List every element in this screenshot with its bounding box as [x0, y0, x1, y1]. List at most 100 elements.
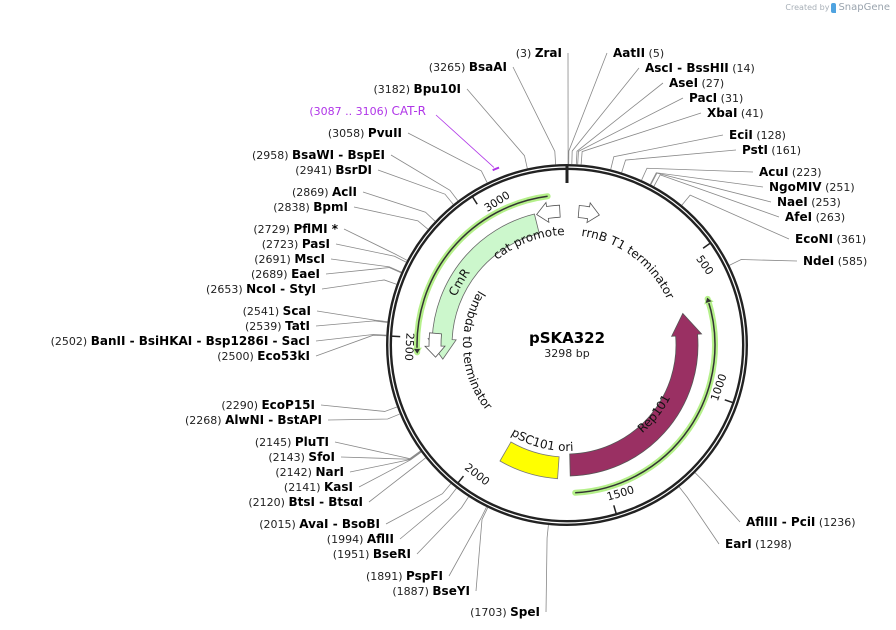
enzyme-label[interactable]: EcoNI (361): [795, 232, 866, 246]
enzyme-position: (41): [737, 107, 763, 120]
snapgene-credit: Created by SnapGene: [785, 2, 890, 13]
enzyme-leader-line: [340, 451, 421, 460]
tick-mark: [613, 505, 618, 515]
tick-mark: [702, 242, 711, 249]
enzyme-label[interactable]: (1951) BseRI: [333, 547, 411, 561]
enzyme-leader-line: [327, 413, 400, 421]
enzyme-position: (263): [812, 211, 845, 224]
enzyme-leader-line: [315, 320, 388, 327]
enzyme-leader-line: [577, 97, 684, 165]
enzyme-name: AscI - BssHII: [645, 61, 729, 75]
enzyme-name: PspFI: [406, 569, 443, 583]
enzyme-label[interactable]: (2723) PasI: [262, 237, 330, 251]
enzyme-label[interactable]: (2941) BsrDI: [295, 163, 372, 177]
enzyme-label[interactable]: (2838) BpmI: [273, 200, 348, 214]
enzyme-leader-line: [320, 404, 398, 412]
enzyme-leader-line: [390, 154, 459, 201]
enzyme-label[interactable]: (1994) AflII: [327, 532, 394, 546]
enzyme-leader-line: [568, 52, 608, 165]
enzyme-label[interactable]: (1887) BseYI: [392, 584, 470, 598]
rep101-feature: [569, 312, 703, 477]
enzyme-label[interactable]: (2729) PflMI *: [253, 222, 338, 236]
enzyme-leader-line: [694, 472, 741, 523]
enzyme-label[interactable]: NaeI (253): [777, 195, 841, 209]
enzyme-position: (2268): [185, 414, 225, 427]
lambda-t0-terminator-label-text: lambda t0 terminator: [460, 288, 495, 412]
enzyme-label[interactable]: (2143) SfoI: [268, 450, 335, 464]
enzyme-leader-line: [641, 167, 754, 181]
enzyme-leader-line: [649, 172, 764, 188]
enzyme-label[interactable]: (2689) EaeI: [251, 267, 320, 281]
enzyme-position: (2838): [273, 201, 313, 214]
enzyme-position: (2689): [251, 268, 291, 281]
enzyme-label[interactable]: (2958) BsaWI - BspEI: [252, 148, 385, 162]
enzyme-label[interactable]: (1703) SpeI: [470, 605, 540, 619]
cmr-translation-line: [416, 195, 548, 353]
enzyme-label[interactable]: (2120) BtsI - BtsαI: [248, 495, 363, 509]
enzyme-label[interactable]: (2691) MscI: [254, 252, 325, 266]
enzyme-name: Eco53kI: [257, 349, 310, 363]
enzyme-label[interactable]: (3182) Bpu10I: [373, 82, 461, 96]
enzyme-position: (2541): [243, 305, 283, 318]
enzyme-leader-line: [580, 112, 702, 165]
enzyme-label[interactable]: (2015) AvaI - BsoBI: [259, 517, 380, 531]
enzyme-label[interactable]: (2141) KasI: [284, 480, 353, 494]
enzyme-leader-line: [407, 132, 488, 183]
enzyme-label[interactable]: (2268) AlwNI - BstAPI: [185, 413, 322, 427]
enzyme-name: PacI: [689, 91, 717, 105]
enzyme-label[interactable]: PstI (161): [742, 143, 801, 157]
enzyme-position: (2941): [295, 164, 335, 177]
enzyme-leader-line: [325, 267, 402, 275]
enzyme-name: EarI: [725, 537, 752, 551]
enzyme-leader-line: [330, 258, 402, 273]
enzyme-label[interactable]: (2142) NarI: [275, 465, 344, 479]
cat-r-primer-mark: [492, 166, 500, 172]
enzyme-position: (3265): [429, 61, 469, 74]
enzyme-label[interactable]: EciI (128): [729, 128, 786, 142]
enzyme-name: NarI: [315, 465, 344, 479]
enzyme-leader-line: [385, 483, 452, 525]
enzyme-label[interactable]: XbaI (41): [707, 106, 763, 120]
enzyme-label[interactable]: (2502) BanII - BsiHKAI - Bsp1286I - SacI: [51, 334, 310, 348]
enzyme-name: EcoNI: [795, 232, 833, 246]
enzyme-label[interactable]: AatII (5): [613, 46, 664, 60]
enzyme-label[interactable]: (2290) EcoP15I: [221, 398, 315, 412]
rrnb-t1-terminator-label: rrnB T1 terminator: [581, 225, 678, 301]
enzyme-label[interactable]: (2653) NcoI - StyI: [206, 282, 316, 296]
enzyme-label[interactable]: (3) ZraI: [516, 46, 562, 60]
enzyme-label[interactable]: AfeI (263): [785, 210, 845, 224]
enzyme-label[interactable]: PacI (31): [689, 91, 743, 105]
enzyme-label[interactable]: AscI - BssHII (14): [645, 61, 755, 75]
enzyme-position: (223): [788, 166, 821, 179]
enzyme-label[interactable]: NdeI (585): [803, 254, 867, 268]
enzyme-label[interactable]: (3265) BsaAI: [429, 60, 507, 74]
enzyme-name: AcuI: [759, 165, 788, 179]
tick-mark: [471, 196, 478, 205]
enzyme-name: NaeI: [777, 195, 808, 209]
enzyme-leader-line: [678, 486, 720, 545]
enzyme-position: (2502): [51, 335, 91, 348]
enzyme-label[interactable]: EarI (1298): [725, 537, 792, 551]
enzyme-label[interactable]: (3058) PvuII: [328, 126, 402, 140]
enzyme-label[interactable]: AseI (27): [669, 76, 724, 90]
enzyme-label[interactable]: AflIII - PciI (1236): [746, 515, 855, 529]
enzyme-position: (2141): [284, 481, 324, 494]
enzyme-label[interactable]: (1891) PspFI: [366, 569, 443, 583]
enzyme-label[interactable]: (2541) ScaI: [243, 304, 311, 318]
enzyme-leader-line: [621, 149, 737, 173]
enzyme-name: AflII: [367, 532, 394, 546]
rep101-translation-line-arrowhead-icon: [704, 295, 714, 305]
enzyme-labels: (3087 .. 3106) CAT-R (3) ZraI AatII (5)Asc…: [51, 46, 868, 619]
enzyme-label[interactable]: NgoMIV (251): [769, 180, 855, 194]
enzyme-label[interactable]: (2145) PluTI: [255, 435, 329, 449]
tick-label: 2000: [462, 461, 492, 489]
enzyme-label[interactable]: (2500) Eco53kI: [217, 349, 310, 363]
cat-promoter-feature: [536, 201, 561, 224]
primer-range: (3087 .. 3106): [309, 105, 391, 118]
enzyme-name: BtsI - BtsαI: [288, 495, 363, 509]
enzyme-label[interactable]: AcuI (223): [759, 165, 822, 179]
enzyme-label[interactable]: (2539) TatI: [245, 319, 310, 333]
enzyme-leader-line: [571, 67, 640, 165]
enzyme-label[interactable]: (2869) AclI: [292, 185, 357, 199]
